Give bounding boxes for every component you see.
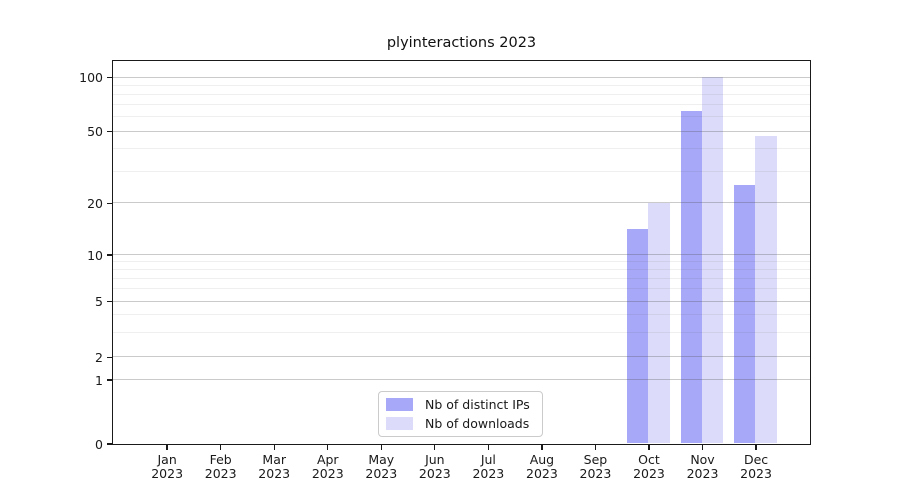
x-label-month: Feb [209, 452, 232, 467]
y-tick-10 [107, 254, 112, 256]
x-tick-label-may: May 2023 [349, 453, 413, 480]
bars-layer [113, 61, 810, 444]
x-tick-jun [434, 445, 436, 451]
x-tick-apr [327, 445, 329, 451]
x-label-month: Jun [425, 452, 445, 467]
legend-label-downloads: Nb of downloads [425, 416, 530, 432]
x-tick-label-oct: Oct 2023 [617, 453, 681, 480]
x-tick-label-jul: Jul 2023 [456, 453, 520, 480]
y-tick-label-20: 20 [87, 195, 103, 211]
x-tick-label-jan: Jan 2023 [135, 453, 199, 480]
x-tick-label-dec: Dec 2023 [724, 453, 788, 480]
x-tick-sep [594, 445, 597, 451]
x-label-year: 2023 [579, 465, 612, 481]
x-label-year: 2023 [686, 465, 719, 481]
legend-item-downloads: Nb of downloads [386, 416, 534, 433]
y-tick-label-100: 100 [79, 70, 103, 86]
x-tick-mar [273, 445, 275, 451]
y-tick-label-0: 0 [95, 436, 103, 452]
x-tick-aug [541, 445, 543, 451]
x-label-month: May [368, 452, 395, 467]
x-tick-label-feb: Feb 2023 [189, 453, 253, 480]
legend-item-distinct-ips: Nb of distinct IPs [386, 396, 534, 413]
x-tick-label-jun: Jun 2023 [403, 453, 467, 480]
legend: Nb of distinct IPs Nb of downloads [378, 391, 543, 437]
x-tick-label-mar: Mar 2023 [242, 453, 306, 480]
bar-downloads-dec [755, 135, 777, 444]
x-label-year: 2023 [151, 465, 184, 481]
x-label-year: 2023 [633, 465, 665, 481]
x-label-month: Sep [583, 452, 608, 467]
y-tick-1 [107, 379, 112, 381]
x-tick-jan [166, 445, 168, 451]
legend-swatch-downloads-icon [386, 417, 413, 431]
x-label-year: 2023 [418, 465, 451, 481]
y-tick-label-1: 1 [95, 372, 103, 388]
y-tick-50 [107, 131, 112, 133]
x-label-year: 2023 [472, 465, 505, 481]
y-tick-0 [107, 443, 112, 445]
x-tick-label-nov: Nov 2023 [671, 453, 735, 480]
bar-downloads-nov [701, 77, 724, 444]
x-tick-may [380, 445, 382, 451]
y-tick-label-2: 2 [95, 349, 103, 365]
bar-distinct-ips-nov [680, 110, 702, 444]
y-tick-label-50: 50 [87, 124, 103, 140]
x-tick-jul [487, 445, 490, 451]
bar-distinct-ips-dec [734, 185, 756, 444]
x-label-year: 2023 [311, 465, 344, 481]
x-label-year: 2023 [740, 465, 772, 481]
x-label-month: Jan [157, 452, 177, 467]
bar-downloads-oct [648, 202, 670, 444]
x-label-year: 2023 [526, 465, 558, 481]
x-label-year: 2023 [258, 465, 291, 481]
x-label-month: Aug [529, 452, 555, 467]
y-tick-20 [107, 202, 112, 204]
x-tick-label-apr: Apr 2023 [296, 453, 360, 480]
legend-swatch-distinct-ips-icon [386, 397, 413, 411]
x-tick-nov [701, 445, 704, 451]
bar-distinct-ips-oct [626, 229, 649, 444]
x-tick-label-sep: Sep 2023 [563, 453, 627, 480]
legend-label-distinct-ips: Nb of distinct IPs [425, 396, 530, 412]
y-tick-5 [107, 301, 112, 303]
x-label-month: Oct [638, 452, 660, 467]
plot-area [112, 60, 811, 445]
x-tick-label-aug: Aug 2023 [510, 453, 574, 480]
x-label-year: 2023 [204, 465, 237, 481]
y-tick-2 [107, 356, 112, 358]
x-label-month: Jul [480, 452, 496, 467]
x-label-month: Dec [743, 452, 769, 467]
x-label-month: Nov [690, 452, 715, 467]
y-tick-label-5: 5 [95, 294, 103, 310]
x-label-month: Apr [316, 452, 339, 467]
y-tick-label-10: 10 [87, 247, 103, 263]
x-tick-dec [755, 445, 757, 451]
x-tick-oct [648, 445, 650, 451]
x-label-year: 2023 [365, 465, 398, 481]
chart-title: plyinteractions 2023 [386, 35, 537, 51]
x-tick-feb [220, 445, 222, 451]
x-label-month: Mar [262, 452, 286, 467]
y-tick-100 [107, 77, 112, 79]
